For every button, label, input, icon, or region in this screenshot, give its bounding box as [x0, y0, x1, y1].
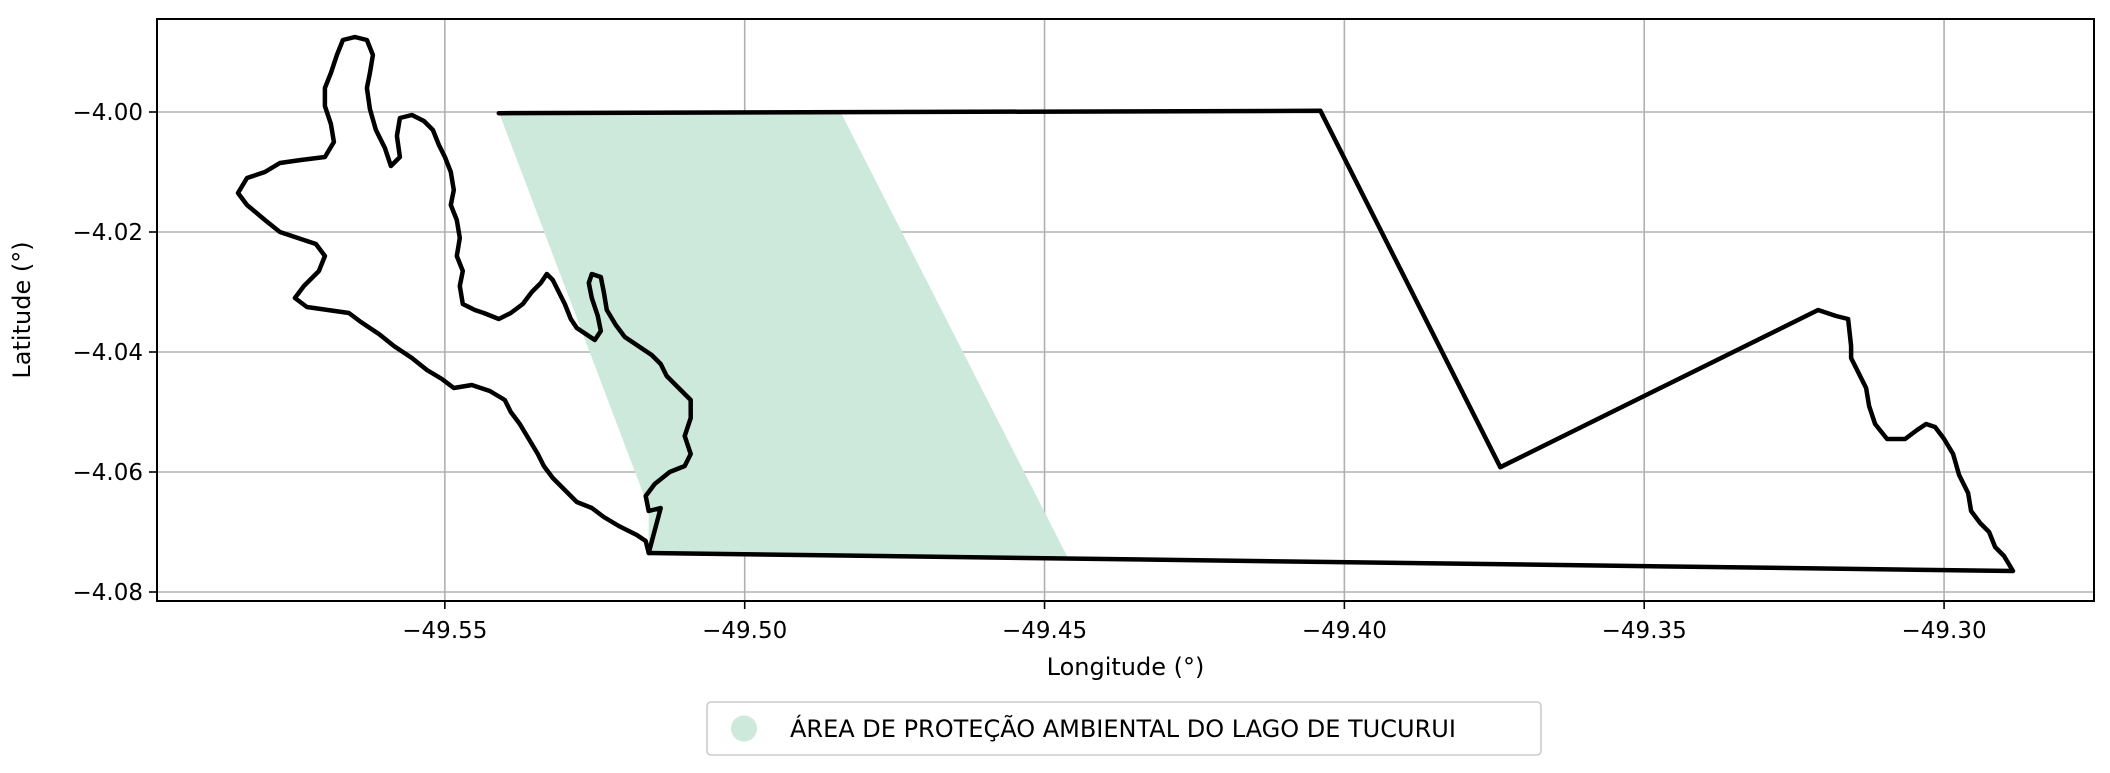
y-axis-label: Latitude (°) [8, 241, 36, 378]
x-tick-label: −49.50 [702, 618, 787, 644]
legend-swatch-icon [731, 715, 757, 742]
x-tick-label: −49.45 [1002, 618, 1087, 644]
region-boundary-outline [496, 108, 2016, 574]
plot-frame [156, 18, 2095, 602]
y-tick-label: −4.00 [73, 100, 143, 126]
x-axis-label: Longitude (°) [1047, 653, 1205, 681]
y-tick-label: −4.08 [73, 580, 143, 606]
lake-shoreline-outline [235, 34, 693, 556]
x-tick-label: −49.35 [1602, 618, 1687, 644]
y-tick-label: −4.06 [73, 460, 143, 486]
y-tick-label: −4.02 [73, 220, 143, 246]
grid-lines [157, 19, 2094, 601]
y-tick-label: −4.04 [73, 340, 143, 366]
x-tick-label: −49.55 [402, 618, 487, 644]
x-tick-label: −49.30 [1902, 618, 1987, 644]
legend-label: ÁREA DE PROTEÇÃO AMBIENTAL DO LAGO DE TU… [790, 713, 1456, 743]
legend: ÁREA DE PROTEÇÃO AMBIENTAL DO LAGO DE TU… [706, 701, 1542, 756]
axis-ticks: −49.55 −49.50 −49.45 −49.40 −49.35 −49.30 −4.0… [73, 100, 1987, 644]
legend-box [706, 701, 1542, 756]
protected-area-fill [498, 112, 1069, 559]
x-tick-label: −49.40 [1302, 618, 1387, 644]
